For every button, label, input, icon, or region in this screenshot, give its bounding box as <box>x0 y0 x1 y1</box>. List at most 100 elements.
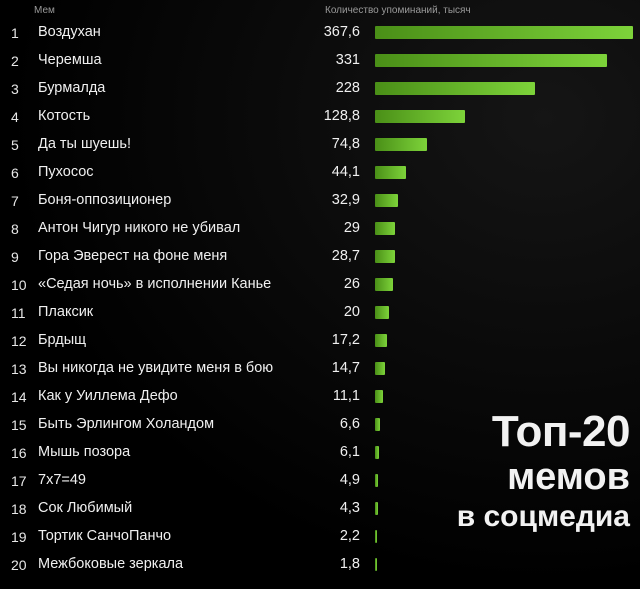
value-label: 6,1 <box>339 444 360 460</box>
bar <box>375 334 388 347</box>
rank-label: 8 <box>11 221 19 237</box>
value-label: 20 <box>343 304 360 320</box>
bar-row: 19 Тортик СанчоПанчо 2,2 <box>0 523 640 551</box>
bar-row: 20 Межбоковые зеркала 1,8 <box>0 551 640 579</box>
rank-label: 12 <box>11 333 27 349</box>
value-label: 6,6 <box>339 416 360 432</box>
bar <box>375 54 608 67</box>
bar <box>375 250 396 263</box>
bar-row: 3 Бурмалда 228 <box>0 75 640 103</box>
bar-row: 18 Сок Любимый 4,3 <box>0 495 640 523</box>
rank-label: 19 <box>11 529 27 545</box>
bar-row: 11 Плаксик 20 <box>0 299 640 327</box>
bar-row: 16 Мышь позора 6,1 <box>0 439 640 467</box>
rank-label: 14 <box>11 389 27 405</box>
rank-label: 3 <box>11 81 19 97</box>
title-line-1: Топ-20 <box>491 407 631 456</box>
meme-name-label: Вы никогда не увидите меня в бою <box>38 360 274 376</box>
title-line-2: мемов <box>507 456 630 498</box>
meme-name-label: «Седая ночь» в исполнении Канье <box>38 276 272 292</box>
meme-name-label: Антон Чигур никого не убивал <box>38 220 241 236</box>
value-label: 32,9 <box>331 192 360 208</box>
meme-name-label: Бурмалда <box>38 80 106 96</box>
value-label: 331 <box>335 52 360 68</box>
meme-name-label: Как у Уиллема Дефо <box>38 388 178 404</box>
meme-name-label: Сок Любимый <box>38 500 133 516</box>
meme-name-label: Котость <box>38 108 91 124</box>
rank-label: 13 <box>11 361 27 377</box>
bar <box>375 110 466 123</box>
rank-label: 1 <box>11 25 19 41</box>
bar-row: 6 Пухосос 44,1 <box>0 159 640 187</box>
bar <box>375 26 633 39</box>
bar <box>375 446 380 459</box>
bar-row: 7 Боня-оппозиционер 32,9 <box>0 187 640 215</box>
bar-row: 2 Черемша 331 <box>0 47 640 75</box>
value-label: 367,6 <box>323 24 360 40</box>
rank-label: 15 <box>11 417 27 433</box>
rank-label: 9 <box>11 249 19 265</box>
bar <box>375 502 379 515</box>
value-label: 11,1 <box>332 388 360 404</box>
meme-name-label: Быть Эрлингом Холандом <box>38 416 215 432</box>
meme-name-label: Боня-оппозиционер <box>38 192 172 208</box>
bar <box>375 278 394 291</box>
meme-name-label: Да ты шуешь! <box>38 136 132 152</box>
bar-row: 12 Брдыщ 17,2 <box>0 327 640 355</box>
bar <box>375 558 377 571</box>
bar <box>375 166 406 179</box>
bar-row: 17 7x7=49 4,9 <box>0 467 640 495</box>
bar-row: 4 Котость 128,8 <box>0 103 640 131</box>
value-label: 74,8 <box>331 136 360 152</box>
value-label: 14,7 <box>331 360 360 376</box>
value-label: 29 <box>343 220 360 236</box>
column-header-meme: Мем <box>34 5 55 16</box>
bar-row: 10 «Седая ночь» в исполнении Канье 26 <box>0 271 640 299</box>
rank-label: 11 <box>11 305 26 321</box>
bar <box>375 222 396 235</box>
rank-label: 7 <box>11 193 19 209</box>
bar-row: 9 Гора Эверест на фоне меня 28,7 <box>0 243 640 271</box>
bar-row: 8 Антон Чигур никого не убивал 29 <box>0 215 640 243</box>
meme-name-label: Тортик СанчоПанчо <box>38 528 172 544</box>
value-label: 4,9 <box>339 472 360 488</box>
meme-name-label: Мышь позора <box>38 444 131 460</box>
value-label: 228 <box>335 80 360 96</box>
bar-row: 15 Быть Эрлингом Холандом 6,6 <box>0 411 640 439</box>
rank-label: 6 <box>11 165 19 181</box>
title-line-3: в соцмедиа <box>456 500 630 533</box>
value-label: 2,2 <box>339 528 360 544</box>
meme-name-label: Воздухан <box>38 24 101 40</box>
rank-label: 20 <box>11 557 27 573</box>
meme-name-label: Брдыщ <box>38 332 87 348</box>
bar-row: 5 Да ты шуешь! 74,8 <box>0 131 640 159</box>
value-label: 17,2 <box>331 332 360 348</box>
rank-label: 17 <box>11 473 27 489</box>
bar <box>375 194 399 207</box>
value-label: 28,7 <box>331 248 360 264</box>
bar <box>375 306 390 319</box>
rank-label: 5 <box>11 137 19 153</box>
bar <box>375 82 536 95</box>
bar-row: 13 Вы никогда не увидите меня в бою 14,7 <box>0 355 640 383</box>
meme-name-label: Пухосос <box>38 164 94 180</box>
rank-label: 10 <box>11 277 27 293</box>
column-header-count: Количество упоминаний, тысяч <box>325 5 471 16</box>
bar-row: 14 Как у Уиллема Дефо 11,1 <box>0 383 640 411</box>
meme-name-label: Черемша <box>38 52 102 68</box>
value-label: 128,8 <box>323 108 360 124</box>
rank-label: 18 <box>11 501 27 517</box>
bar <box>375 530 377 543</box>
meme-name-label: Гора Эверест на фоне меня <box>38 248 228 264</box>
bar <box>375 362 386 375</box>
value-label: 26 <box>343 276 360 292</box>
meme-name-label: Межбоковые зеркала <box>38 556 184 572</box>
value-label: 4,3 <box>339 500 360 516</box>
bar <box>375 390 383 403</box>
meme-name-label: Плаксик <box>38 304 94 320</box>
rank-label: 4 <box>11 109 19 125</box>
rank-label: 16 <box>11 445 27 461</box>
bar <box>375 474 379 487</box>
value-label: 44,1 <box>331 164 360 180</box>
value-label: 1,8 <box>339 556 360 572</box>
